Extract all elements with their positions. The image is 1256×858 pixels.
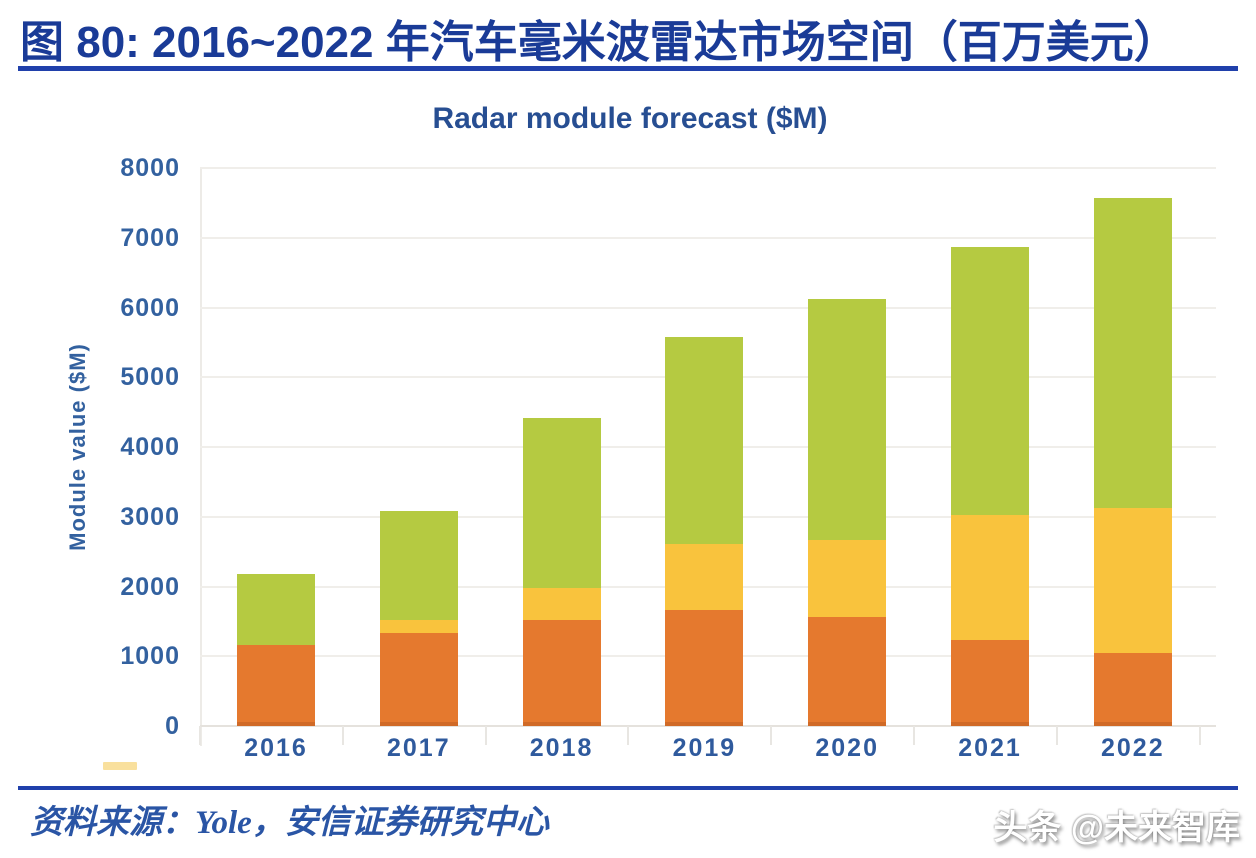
gridline-7000: [200, 236, 1216, 239]
bar-2017-top-segment-green: [379, 511, 458, 620]
bar-2019-base-edge: [665, 722, 744, 726]
bar-2016-bottom-segment-orange: [237, 645, 315, 726]
bar-2019-middle-segment-yellow: [665, 543, 744, 611]
bar-2022-top-segment-green: [1093, 198, 1172, 508]
bar-2019: [665, 336, 744, 726]
x-label-2020: 2020: [815, 734, 879, 762]
bar-2021-base-edge: [951, 722, 1029, 726]
x-axis-line: [200, 725, 1216, 727]
bar-2022-base-edge: [1093, 722, 1172, 726]
bar-2020-bottom-segment-orange: [808, 617, 887, 726]
x-label-2022: 2022: [1100, 734, 1165, 762]
bar-2018-base-edge: [522, 722, 601, 726]
bar-2021-bottom-segment-orange: [951, 640, 1029, 726]
toutiao-watermark: 头条 @未来智库: [993, 809, 1240, 847]
x-tick-mark: [1055, 726, 1058, 745]
bar-2017-base-edge: [379, 722, 458, 726]
bar-2021-middle-segment-yellow: [951, 514, 1029, 641]
x-tick-mark: [770, 726, 773, 745]
y-tick-7000: 7000: [120, 223, 180, 252]
x-label-2021: 2021: [958, 734, 1022, 762]
chart-title: Radar module forecast ($M): [432, 102, 828, 135]
y-tick-4000: 4000: [120, 433, 180, 461]
bar-2022-bottom-segment-orange: [1093, 652, 1172, 726]
x-tick-mark: [627, 726, 630, 745]
bar-2020-top-segment-green: [808, 299, 887, 541]
gridline-8000: [200, 167, 1216, 169]
footer-divider: [18, 786, 1238, 790]
bar-2016: [237, 573, 315, 726]
bar-2021: [951, 246, 1029, 726]
x-tick-mark: [484, 726, 487, 745]
bar-2017-middle-segment-yellow: [379, 620, 458, 633]
bar-2020-base-edge: [808, 722, 887, 726]
x-tick-mark: [913, 726, 915, 745]
bar-2022: [1093, 198, 1172, 726]
figure-title: 图 80: 2016~2022 年汽车毫米波雷达市场空间（百万美元）: [20, 18, 1178, 67]
bar-2021-top-segment-green: [951, 246, 1029, 515]
bar-2018-middle-segment-yellow: [522, 587, 601, 620]
y-tick-3000: 3000: [120, 502, 180, 531]
bar-2017: [379, 511, 458, 726]
y-tick-2000: 2000: [120, 572, 180, 601]
bar-2016-top-segment-green: [237, 573, 315, 646]
x-tick-mark: [1198, 726, 1201, 745]
bar-2016-base-edge: [237, 722, 315, 726]
gridline-6000: [200, 306, 1216, 309]
bar-2018: [522, 417, 601, 726]
bar-2018-top-segment-green: [522, 417, 601, 588]
y-tick-8000: 8000: [120, 154, 180, 182]
y-axis-line: [200, 168, 202, 746]
bar-2020: [808, 299, 887, 726]
bar-2018-bottom-segment-orange: [522, 619, 601, 726]
bar-2019-bottom-segment-orange: [665, 610, 744, 726]
x-tick-mark: [341, 726, 344, 745]
y-tick-0: 0: [165, 712, 180, 740]
source-note: 资料来源：Yole，安信证券研究中心: [30, 805, 549, 841]
bar-2017-bottom-segment-orange: [379, 632, 458, 726]
y-tick-6000: 6000: [120, 293, 180, 322]
bar-2022-middle-segment-yellow: [1093, 507, 1172, 653]
y-tick-1000: 1000: [120, 642, 180, 671]
x-label-2017: 2017: [386, 734, 451, 762]
x-label-2018: 2018: [529, 734, 594, 762]
x-tick-mark: [199, 726, 201, 745]
bar-2020-middle-segment-yellow: [808, 540, 887, 618]
bar-2019-top-segment-green: [665, 336, 744, 544]
plot-area: [199, 167, 1216, 746]
radar-forecast-chart: Radar module forecast ($M) Module value …: [0, 80, 1256, 780]
x-label-2019: 2019: [672, 734, 737, 762]
y-tick-5000: 5000: [120, 363, 180, 392]
cropped-legend-swatch: [103, 762, 137, 770]
x-label-2016: 2016: [244, 734, 308, 762]
header-divider: [18, 66, 1238, 71]
